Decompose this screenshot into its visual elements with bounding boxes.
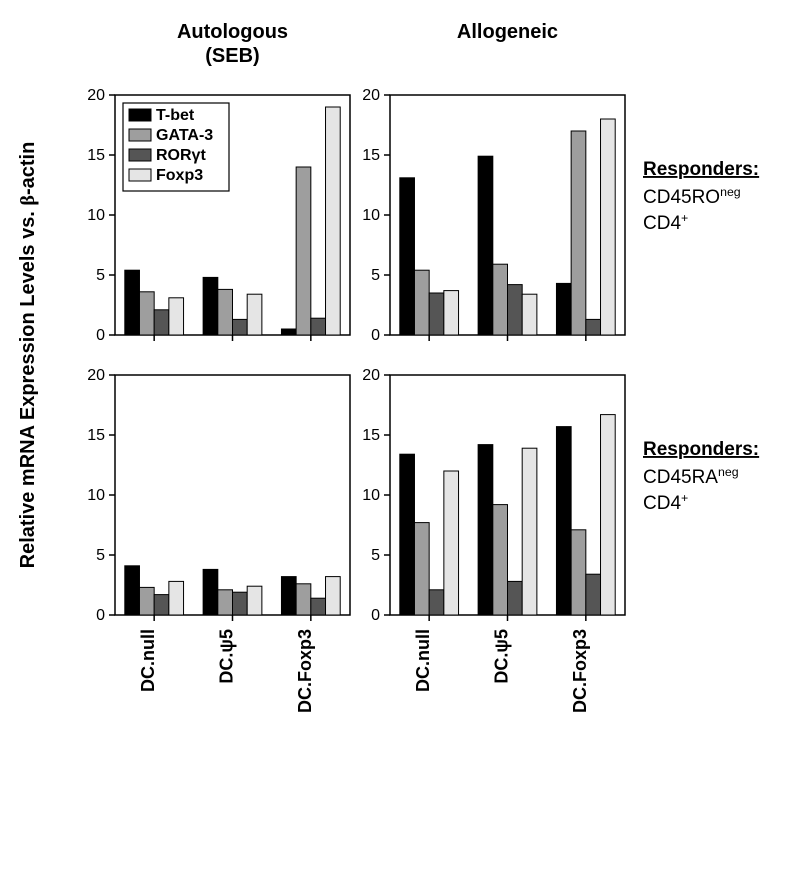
- bar-DC.ψ5-T-bet: [478, 445, 493, 615]
- bar-DC.Foxp3-GATA-3: [296, 167, 311, 335]
- ytick-label: 10: [362, 207, 380, 224]
- legend-label: RORγt: [156, 147, 206, 164]
- ytick-label: 5: [96, 547, 105, 564]
- bar-DC.Foxp3-GATA-3: [571, 530, 586, 615]
- x-category-label: DC.Foxp3: [295, 629, 315, 713]
- bar-DC.null-RORγt: [154, 595, 169, 615]
- bar-DC.null-Foxp3: [444, 471, 459, 615]
- x-category-label: DC.ψ5: [217, 629, 237, 684]
- figure-stage: 0 5 10 15 20 T-bet GATA-3 RORγt Foxp3 0 5 10 15 20 0 5 1…: [0, 0, 800, 885]
- bar-DC.ψ5-Foxp3: [522, 448, 537, 615]
- bar-DC.null-Foxp3: [444, 291, 459, 335]
- ytick-label: 0: [96, 607, 105, 624]
- bar-DC.null-RORγt: [154, 310, 169, 335]
- col-header-right: Allogeneic: [457, 21, 558, 43]
- bar-DC.Foxp3-GATA-3: [571, 131, 586, 335]
- ytick-label: 10: [87, 207, 105, 224]
- bar-DC.ψ5-T-bet: [478, 156, 493, 335]
- bar-DC.null-GATA-3: [139, 292, 154, 335]
- ytick-label: 10: [362, 487, 380, 504]
- bar-DC.null-GATA-3: [139, 587, 154, 615]
- bar-DC.Foxp3-RORγt: [311, 318, 326, 335]
- bar-DC.ψ5-RORγt: [508, 581, 523, 615]
- bar-DC.Foxp3-GATA-3: [296, 584, 311, 615]
- bar-DC.Foxp3-T-bet: [281, 577, 296, 615]
- bar-DC.Foxp3-RORγt: [311, 598, 326, 615]
- x-category-label: DC.ψ5: [492, 629, 512, 684]
- bar-DC.Foxp3-Foxp3: [601, 119, 616, 335]
- bar-DC.null-GATA-3: [414, 270, 429, 335]
- bar-DC.ψ5-GATA-3: [493, 505, 508, 615]
- ytick-label: 0: [371, 327, 380, 344]
- row-title: Responders:: [643, 439, 759, 460]
- legend-label: GATA-3: [156, 127, 213, 144]
- legend-swatch: [129, 129, 151, 141]
- legend-swatch: [129, 169, 151, 181]
- ytick-label: 5: [371, 267, 380, 284]
- bar-DC.ψ5-GATA-3: [218, 590, 233, 615]
- bar-DC.Foxp3-Foxp3: [326, 107, 341, 335]
- ytick-label: 20: [87, 87, 105, 104]
- bar-DC.null-T-bet: [125, 270, 140, 335]
- bar-DC.ψ5-RORγt: [508, 285, 523, 335]
- bar-DC.Foxp3-T-bet: [556, 283, 571, 335]
- bar-DC.null-Foxp3: [169, 581, 184, 615]
- bar-DC.Foxp3-Foxp3: [326, 577, 341, 615]
- col-header-left: (SEB): [205, 45, 259, 67]
- x-category-label: DC.null: [138, 629, 158, 692]
- bar-DC.Foxp3-RORγt: [586, 574, 601, 615]
- bar-DC.null-T-bet: [400, 178, 415, 335]
- ytick-label: 15: [362, 147, 380, 164]
- bar-DC.ψ5-GATA-3: [493, 264, 508, 335]
- bar-DC.Foxp3-Foxp3: [601, 415, 616, 615]
- bar-DC.ψ5-Foxp3: [247, 294, 262, 335]
- ytick-label: 5: [371, 547, 380, 564]
- ytick-label: 15: [87, 427, 105, 444]
- bar-DC.Foxp3-RORγt: [586, 319, 601, 335]
- col-header-left: Autologous: [177, 21, 288, 43]
- ytick-label: 0: [96, 327, 105, 344]
- ytick-label: 10: [87, 487, 105, 504]
- bar-DC.null-T-bet: [125, 566, 140, 615]
- bar-DC.ψ5-RORγt: [233, 592, 248, 615]
- bar-DC.null-RORγt: [429, 590, 444, 615]
- ytick-label: 20: [87, 367, 105, 384]
- legend: T-bet GATA-3 RORγt Foxp3: [123, 103, 229, 191]
- row-title: Responders:: [643, 159, 759, 180]
- ytick-label: 20: [362, 87, 380, 104]
- bar-DC.ψ5-RORγt: [233, 319, 248, 335]
- x-category-label: DC.null: [413, 629, 433, 692]
- legend-label: T-bet: [156, 107, 195, 124]
- bar-DC.null-GATA-3: [414, 523, 429, 615]
- bar-DC.Foxp3-T-bet: [556, 427, 571, 615]
- legend-label: Foxp3: [156, 167, 203, 184]
- ytick-label: 20: [362, 367, 380, 384]
- ytick-label: 15: [362, 427, 380, 444]
- bar-DC.null-RORγt: [429, 293, 444, 335]
- legend-swatch: [129, 149, 151, 161]
- bar-DC.Foxp3-T-bet: [281, 329, 296, 335]
- ytick-label: 0: [371, 607, 380, 624]
- bar-DC.ψ5-Foxp3: [247, 586, 262, 615]
- x-category-label: DC.Foxp3: [570, 629, 590, 713]
- bar-DC.ψ5-GATA-3: [218, 289, 233, 335]
- ytick-label: 15: [87, 147, 105, 164]
- ytick-label: 5: [96, 267, 105, 284]
- bar-DC.ψ5-Foxp3: [522, 294, 537, 335]
- y-axis-label: Relative mRNA Expression Levels vs. β-ac…: [17, 142, 39, 569]
- bar-DC.null-Foxp3: [169, 298, 184, 335]
- bar-DC.ψ5-T-bet: [203, 277, 218, 335]
- legend-swatch: [129, 109, 151, 121]
- bar-DC.ψ5-T-bet: [203, 569, 218, 615]
- bar-DC.null-T-bet: [400, 454, 415, 615]
